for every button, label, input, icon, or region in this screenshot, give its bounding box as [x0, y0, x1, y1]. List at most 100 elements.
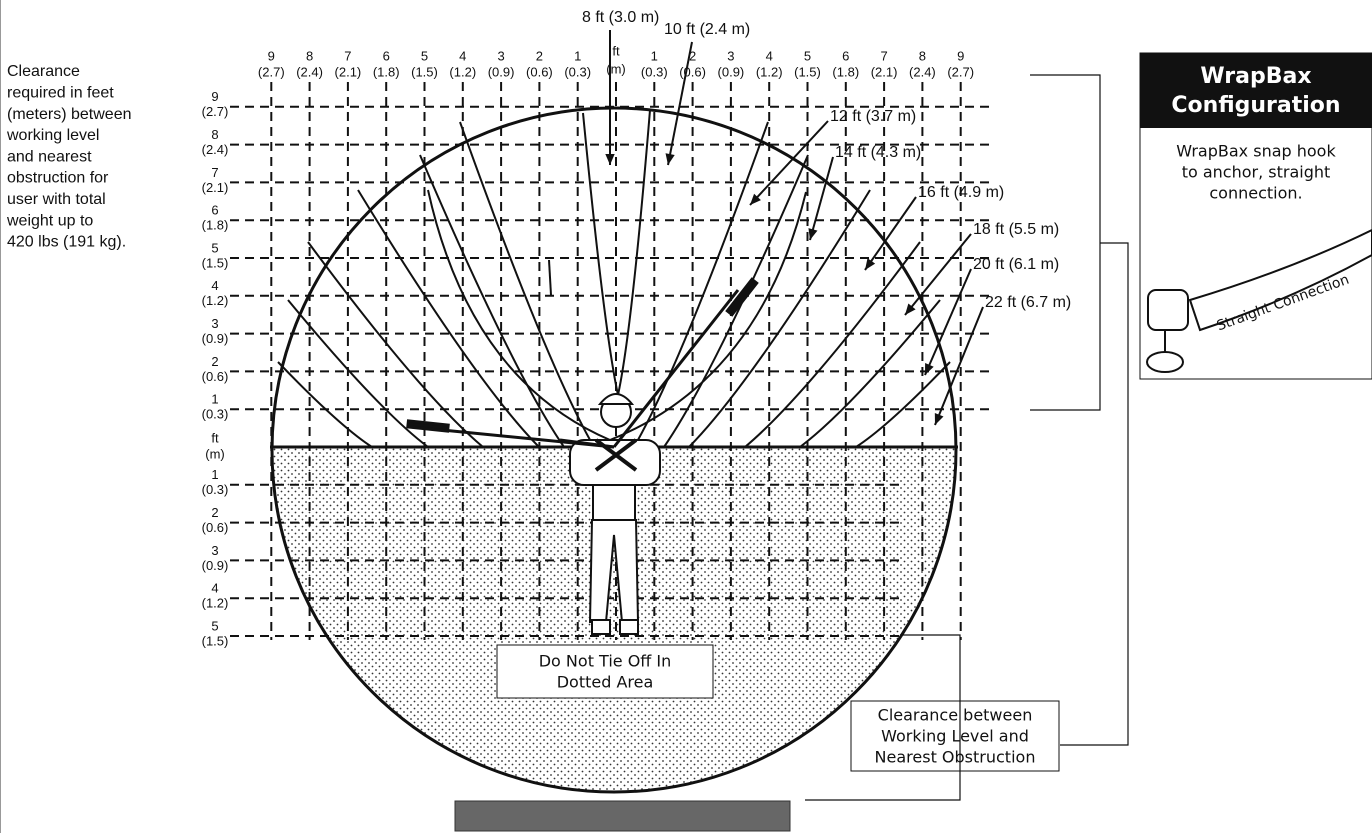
curve [419, 154, 565, 448]
curve-labels: 8 ft (3.0 m)10 ft (2.4 m)12 ft (3.7 m)14… [582, 9, 1071, 426]
y-label: 5 [211, 618, 218, 633]
y-unit: ft [211, 430, 219, 445]
y-label-metric: (0.6) [202, 369, 229, 384]
x-label: 7 [880, 48, 887, 63]
y-label-metric: (1.5) [202, 255, 229, 270]
curve-label: 22 ft (6.7 m) [985, 294, 1071, 311]
x-label: 9 [268, 48, 275, 63]
x-label-metric: (0.9) [488, 64, 515, 79]
arrow [749, 120, 829, 206]
y-label: 9 [211, 89, 218, 104]
x-label-metric: (0.3) [564, 64, 591, 79]
x-label-metric: (0.6) [679, 64, 706, 79]
arrow [864, 196, 917, 271]
y-label: 3 [211, 543, 218, 558]
y-label: 7 [211, 165, 218, 180]
x-label-metric: (2.4) [909, 64, 936, 79]
description-line: Clearance [7, 63, 80, 80]
x-label-metric: (2.1) [871, 64, 898, 79]
x-label: 1 [651, 48, 658, 63]
curve [633, 121, 769, 448]
panel-text: connection. [1209, 184, 1302, 203]
y-label-metric: (0.3) [202, 482, 229, 497]
arrow-head [808, 228, 818, 240]
arrow-head [605, 153, 615, 165]
panel-title: WrapBax [1200, 64, 1311, 89]
y-label: 1 [211, 392, 218, 407]
tick [548, 259, 552, 296]
arrow-head [905, 303, 916, 315]
arrow-head [934, 413, 944, 425]
x-label-metric: (2.1) [335, 64, 362, 79]
y-label-metric: (1.5) [202, 633, 229, 648]
curve-label: 14 ft (4.3 m) [835, 144, 921, 161]
y-label: 6 [211, 203, 218, 218]
y-label: 8 [211, 127, 218, 142]
x-label: 6 [842, 48, 849, 63]
x-label-metric: (1.2) [449, 64, 476, 79]
curve-label: 20 ft (6.1 m) [973, 256, 1059, 273]
description-line: 420 lbs (191 kg). [7, 234, 126, 251]
arrow [904, 233, 972, 316]
x-label-metric: (1.8) [832, 64, 859, 79]
y-label-metric: (0.3) [202, 407, 229, 422]
obstruction [454, 800, 791, 832]
curve [459, 121, 595, 448]
x-label: 4 [766, 48, 773, 63]
no-tie-text: Do Not Tie Off In [539, 652, 672, 671]
no-tie-zone [272, 447, 956, 792]
arrow [809, 156, 834, 241]
x-label-metric: (0.3) [641, 64, 668, 79]
y-label: 4 [211, 278, 218, 293]
arrow-head [865, 258, 876, 270]
x-label: 5 [421, 48, 428, 63]
y-label-metric: (2.7) [202, 104, 229, 119]
x-unit-metric: (m) [606, 61, 626, 76]
x-label: 4 [459, 48, 466, 63]
description-line: obstruction for [7, 170, 109, 187]
curve-label: 12 ft (3.7 m) [830, 108, 916, 125]
brackets [805, 74, 1129, 801]
x-label: 5 [804, 48, 811, 63]
arrow [934, 306, 984, 426]
curve [688, 189, 871, 448]
y-label-metric: (0.9) [202, 558, 229, 573]
x-label-metric: (2.7) [947, 64, 974, 79]
arrow [924, 268, 972, 376]
panel-header [1140, 53, 1372, 128]
x-label-metric: (2.4) [296, 64, 323, 79]
arrow [667, 41, 693, 166]
curve-label: 16 ft (4.9 m) [918, 184, 1004, 201]
worker-figure [569, 393, 661, 635]
y-label: 4 [211, 581, 218, 596]
x-label-metric: (1.8) [373, 64, 400, 79]
x-label: 6 [383, 48, 390, 63]
description-line: and nearest [7, 148, 92, 165]
arrow-head [665, 153, 675, 165]
y-label: 1 [211, 467, 218, 482]
panel-text: to anchor, straight [1182, 163, 1331, 182]
panel-text: WrapBax snap hook [1176, 142, 1336, 161]
curve [287, 299, 429, 448]
x-label-metric: (1.2) [756, 64, 783, 79]
y-label: 2 [211, 505, 218, 520]
curve [799, 299, 941, 448]
clearance-text: Clearance between [878, 706, 1033, 725]
y-label-metric: (1.8) [202, 218, 229, 233]
x-label: 3 [727, 48, 734, 63]
curve [663, 154, 809, 448]
y-label-metric: (1.2) [202, 293, 229, 308]
y-label-metric: (2.4) [202, 142, 229, 157]
description-line: weight up to [6, 212, 93, 229]
hook-illustration [1146, 228, 1372, 373]
x-label: 2 [689, 48, 696, 63]
y-label: 3 [211, 316, 218, 331]
curve [744, 241, 921, 448]
y-label: 5 [211, 240, 218, 255]
x-label-metric: (0.9) [718, 64, 745, 79]
x-label: 3 [497, 48, 504, 63]
description-line: user with total [7, 191, 106, 208]
y-label-metric: (1.2) [202, 596, 229, 611]
curve [357, 189, 540, 448]
panel-title: Configuration [1171, 93, 1340, 118]
